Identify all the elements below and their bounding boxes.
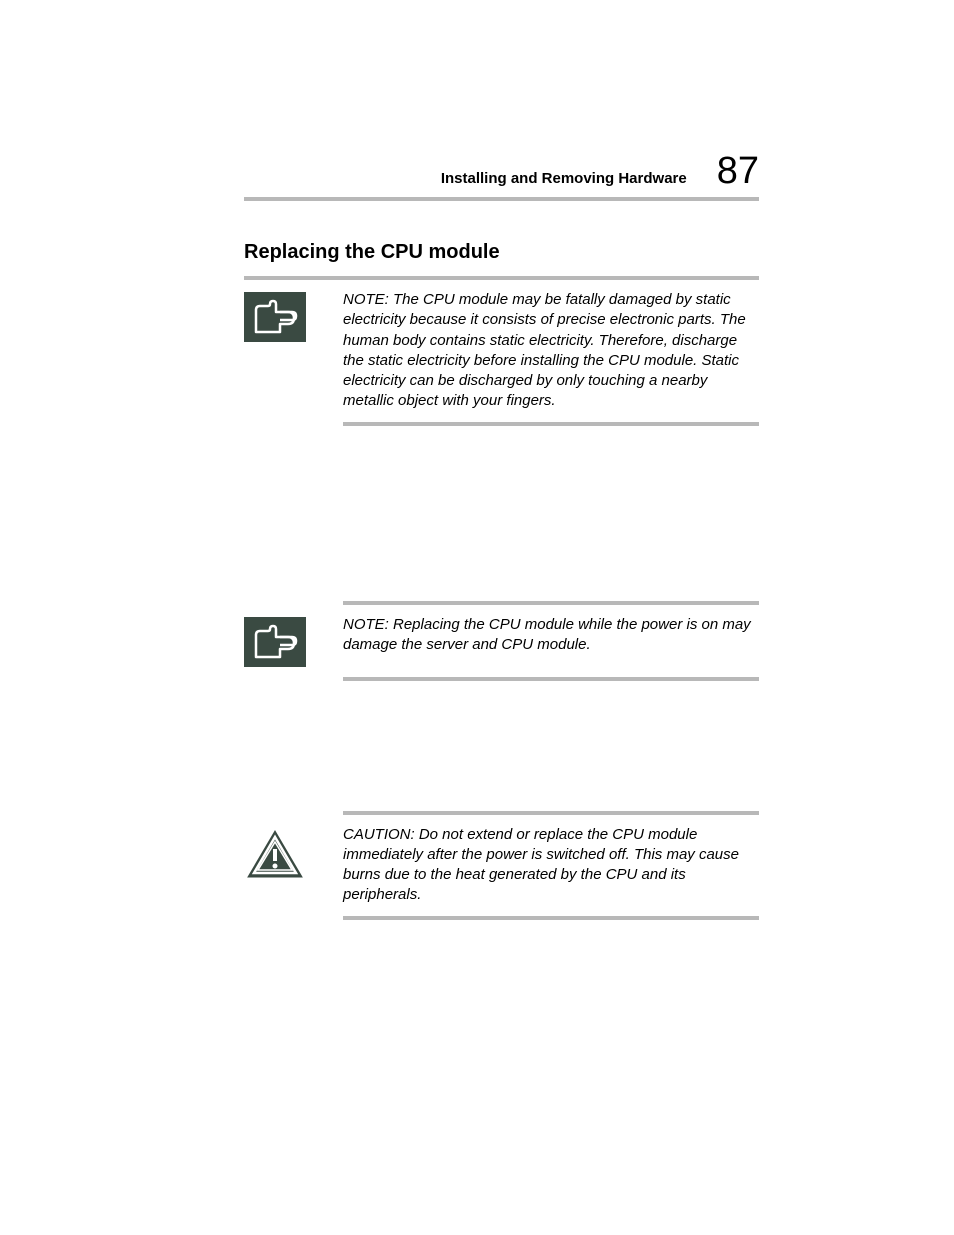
callout-content: NOTE: The CPU module may be fatally dama… [244, 290, 759, 412]
note-hand-icon [244, 292, 306, 342]
callout-text: CAUTION: Do not extend or replace the CP… [343, 825, 759, 906]
page-number: 87 [717, 150, 759, 193]
callout-content: NOTE: Replacing the CPU module while the… [244, 615, 759, 667]
callout-divider [343, 601, 759, 605]
callout-divider [343, 677, 759, 681]
page-container: Installing and Removing Hardware 87 Repl… [0, 0, 954, 920]
callout-divider [244, 276, 759, 280]
callout-divider [343, 422, 759, 426]
spacer [244, 466, 759, 601]
note-hand-icon [244, 617, 306, 667]
header-row: Installing and Removing Hardware 87 [244, 150, 759, 193]
spacer [244, 721, 759, 811]
callout-note-power: NOTE: Replacing the CPU module while the… [244, 601, 759, 681]
callout-text: NOTE: The CPU module may be fatally dama… [343, 290, 759, 412]
callout-content: CAUTION: Do not extend or replace the CP… [244, 825, 759, 906]
callout-caution-heat: CAUTION: Do not extend or replace the CP… [244, 811, 759, 920]
header-divider [244, 197, 759, 201]
callout-divider [343, 811, 759, 815]
header-title: Installing and Removing Hardware [441, 170, 687, 187]
callout-text: NOTE: Replacing the CPU module while the… [343, 615, 759, 656]
callout-note-static: NOTE: The CPU module may be fatally dama… [244, 276, 759, 426]
caution-triangle-icon [244, 827, 306, 877]
section-title: Replacing the CPU module [244, 241, 759, 264]
callout-divider [343, 916, 759, 920]
